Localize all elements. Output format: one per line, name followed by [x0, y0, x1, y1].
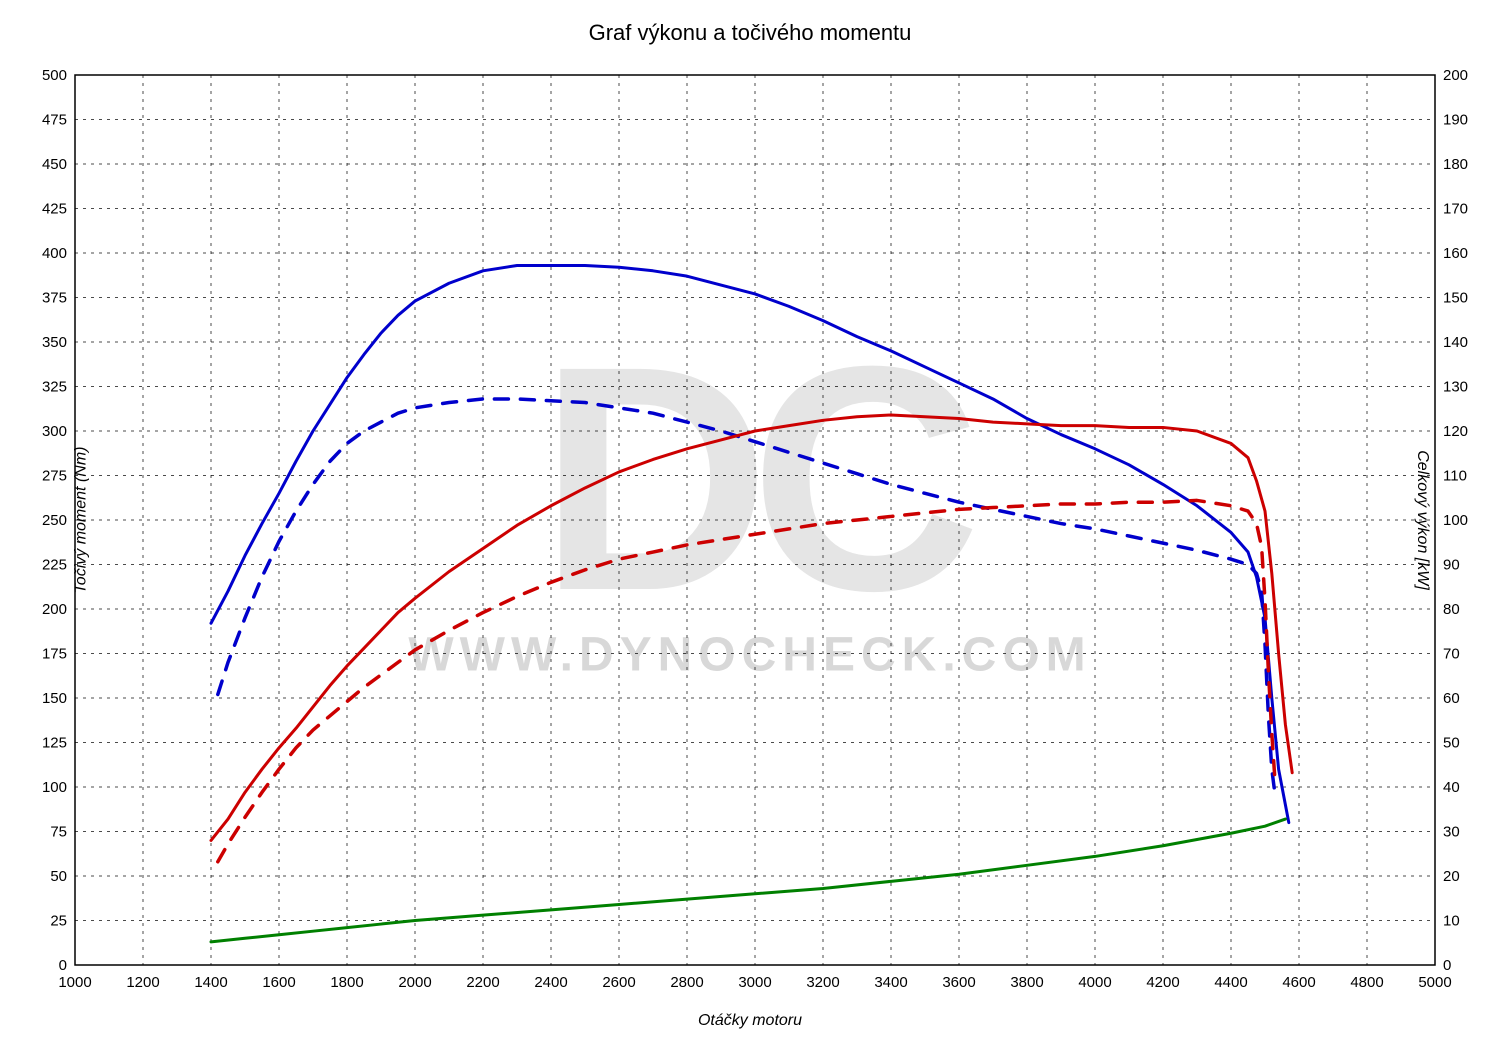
svg-text:25: 25 — [50, 913, 67, 930]
svg-text:1400: 1400 — [194, 974, 227, 991]
svg-text:4600: 4600 — [1282, 974, 1315, 991]
svg-text:1800: 1800 — [330, 974, 363, 991]
svg-text:425: 425 — [42, 201, 67, 218]
svg-text:200: 200 — [1443, 67, 1468, 84]
y-right-axis-label: Celkový výkon [kW] — [1413, 450, 1431, 590]
svg-text:70: 70 — [1443, 646, 1460, 663]
dyno-chart: Graf výkonu a točivého momentu DC WWW.DY… — [0, 0, 1500, 1040]
svg-text:120: 120 — [1443, 423, 1468, 440]
svg-text:90: 90 — [1443, 557, 1460, 574]
svg-text:4200: 4200 — [1146, 974, 1179, 991]
svg-text:275: 275 — [42, 468, 67, 485]
svg-text:100: 100 — [42, 779, 67, 796]
x-axis-label: Otáčky motoru — [0, 1012, 1500, 1030]
svg-text:30: 30 — [1443, 824, 1460, 841]
svg-text:3600: 3600 — [942, 974, 975, 991]
svg-text:1200: 1200 — [126, 974, 159, 991]
svg-text:150: 150 — [1443, 290, 1468, 307]
svg-text:2600: 2600 — [602, 974, 635, 991]
svg-text:3400: 3400 — [874, 974, 907, 991]
svg-text:3000: 3000 — [738, 974, 771, 991]
svg-text:3800: 3800 — [1010, 974, 1043, 991]
svg-text:200: 200 — [42, 601, 67, 618]
chart-canvas: 0255075100125150175200225250275300325350… — [0, 0, 1500, 1040]
svg-text:4800: 4800 — [1350, 974, 1383, 991]
svg-text:2200: 2200 — [466, 974, 499, 991]
svg-text:175: 175 — [42, 646, 67, 663]
svg-text:3200: 3200 — [806, 974, 839, 991]
svg-text:475: 475 — [42, 112, 67, 129]
svg-text:60: 60 — [1443, 690, 1460, 707]
svg-text:2000: 2000 — [398, 974, 431, 991]
svg-text:50: 50 — [50, 868, 67, 885]
svg-text:190: 190 — [1443, 112, 1468, 129]
svg-text:0: 0 — [1443, 957, 1451, 974]
svg-text:150: 150 — [42, 690, 67, 707]
svg-text:5000: 5000 — [1418, 974, 1451, 991]
svg-text:20: 20 — [1443, 868, 1460, 885]
svg-text:140: 140 — [1443, 334, 1468, 351]
svg-text:125: 125 — [42, 735, 67, 752]
svg-text:160: 160 — [1443, 245, 1468, 262]
svg-text:170: 170 — [1443, 201, 1468, 218]
svg-text:1000: 1000 — [58, 974, 91, 991]
svg-text:50: 50 — [1443, 735, 1460, 752]
svg-text:75: 75 — [50, 824, 67, 841]
svg-text:300: 300 — [42, 423, 67, 440]
svg-text:225: 225 — [42, 557, 67, 574]
svg-text:1600: 1600 — [262, 974, 295, 991]
svg-text:450: 450 — [42, 156, 67, 173]
svg-text:40: 40 — [1443, 779, 1460, 796]
svg-text:10: 10 — [1443, 913, 1460, 930]
svg-text:100: 100 — [1443, 512, 1468, 529]
svg-text:80: 80 — [1443, 601, 1460, 618]
svg-text:500: 500 — [42, 67, 67, 84]
svg-text:325: 325 — [42, 379, 67, 396]
svg-text:2400: 2400 — [534, 974, 567, 991]
svg-text:110: 110 — [1443, 468, 1467, 485]
svg-text:4400: 4400 — [1214, 974, 1247, 991]
svg-text:130: 130 — [1443, 379, 1468, 396]
svg-text:250: 250 — [42, 512, 67, 529]
svg-text:400: 400 — [42, 245, 67, 262]
svg-text:375: 375 — [42, 290, 67, 307]
svg-text:4000: 4000 — [1078, 974, 1111, 991]
svg-text:180: 180 — [1443, 156, 1468, 173]
svg-text:350: 350 — [42, 334, 67, 351]
svg-text:2800: 2800 — [670, 974, 703, 991]
y-left-axis-label: Točivý moment (Nm) — [72, 447, 90, 594]
svg-text:0: 0 — [59, 957, 67, 974]
